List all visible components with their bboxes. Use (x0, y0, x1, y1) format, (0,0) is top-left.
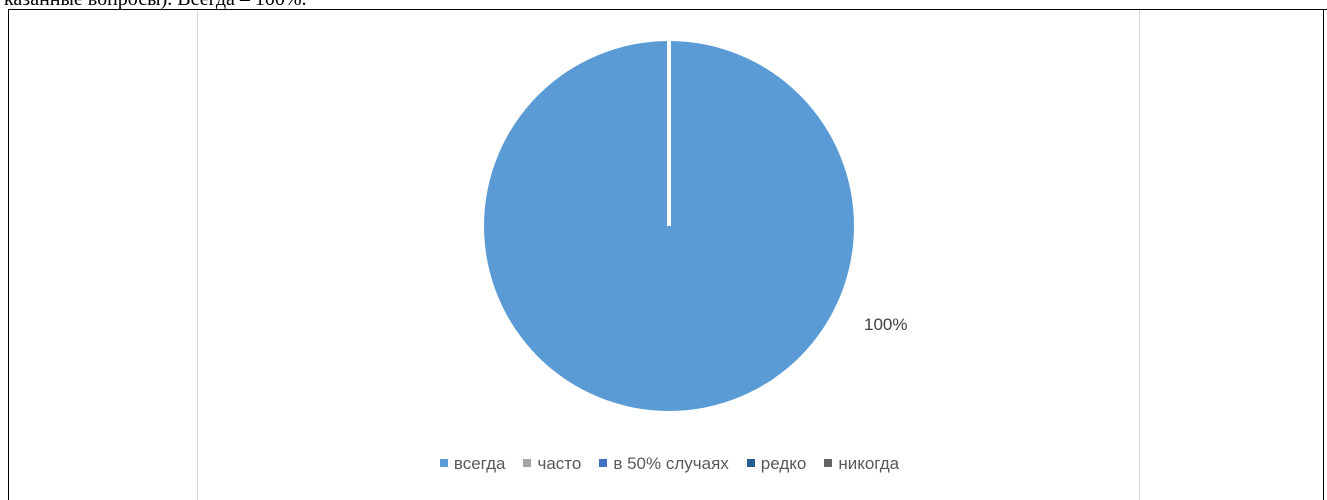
legend-label: никогда (838, 454, 900, 473)
legend-label: редко (760, 454, 807, 473)
pie-chart-area: 100% всегда часто в 50% случаях редко никогд… (197, 10, 1140, 500)
legend-item-часто: часто (523, 454, 581, 474)
legend-swatch (824, 459, 833, 467)
legend-label: часто (537, 454, 582, 473)
legend-swatch (439, 459, 448, 467)
legend-item-никогда: никогда (824, 454, 899, 474)
data-label-всегда: 100% (864, 315, 907, 334)
legend-item-редко: редко (746, 454, 807, 474)
legend-item-в-50-случаях: в 50% случаях (599, 454, 729, 474)
legend-swatch (523, 459, 532, 467)
chart-legend: всегда часто в 50% случаях редко никогда (198, 454, 1141, 474)
legend-swatch (599, 459, 608, 467)
pie-chart: 100% (484, 41, 907, 411)
legend-label: всегда (453, 454, 506, 473)
legend-label: в 50% случаях (613, 454, 729, 473)
table-frame (8, 9, 1324, 500)
paragraph-text: казанные вопросы). Всегда – 100%. (4, 0, 307, 11)
legend-swatch (746, 459, 755, 467)
legend-item-всегда: всегда (439, 454, 506, 474)
table-border-line (1140, 9, 1327, 10)
